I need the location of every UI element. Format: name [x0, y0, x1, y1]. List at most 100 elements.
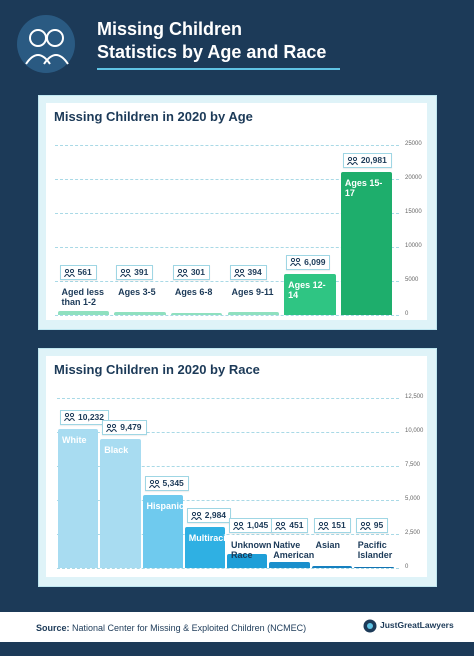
- bar: [340, 172, 393, 315]
- value-label: 5,345: [162, 478, 184, 489]
- value-label: 20,981: [360, 155, 387, 166]
- y-tick-label: 7,500: [405, 462, 421, 468]
- value-label: 561: [77, 267, 92, 277]
- value-callout: 1,045: [229, 518, 274, 533]
- category-label: Ages 12-14: [288, 279, 326, 300]
- y-tick-label: 20000: [405, 175, 422, 181]
- value-callout: 2,984: [186, 508, 232, 524]
- chart-title: Missing Children in 2020 by Race: [54, 362, 260, 377]
- category-label: White: [62, 434, 87, 445]
- value-icon: [106, 423, 118, 432]
- bar: [227, 312, 280, 315]
- value-label: 95: [373, 520, 384, 530]
- y-tick-label: 0: [405, 564, 409, 570]
- category-label: Ages 15-17: [344, 178, 383, 199]
- value-label: 151: [331, 520, 346, 530]
- logo-text: JustGreatLawyers: [380, 620, 454, 630]
- value-icon: [63, 268, 75, 277]
- value-callout: 561: [59, 265, 97, 280]
- category-label: Aged less than 1-2: [61, 287, 105, 307]
- y-tick-label: 12,500: [405, 394, 424, 400]
- source-label: Source:: [36, 623, 70, 633]
- grid-line: [55, 315, 399, 316]
- grid-line: [57, 534, 399, 535]
- value-icon: [346, 156, 358, 165]
- bar: [353, 566, 394, 568]
- y-tick-label: 2,500: [405, 530, 421, 536]
- value-callout: 451: [271, 518, 309, 533]
- y-tick-label: 5,000: [405, 496, 421, 502]
- y-tick-label: 10000: [405, 243, 422, 249]
- header-title: Statistics by Age and Race: [97, 42, 327, 62]
- value-label: 394: [247, 267, 262, 277]
- value-label: 6,099: [304, 256, 326, 267]
- value-callout: 95: [355, 518, 389, 533]
- source: Source: National Center for Missing & Ex…: [36, 623, 306, 633]
- bar: [58, 428, 99, 568]
- category-label: Multiracial: [188, 533, 234, 544]
- value-icon: [317, 521, 329, 530]
- grid-line: [57, 432, 399, 433]
- value-label: 10,232: [78, 411, 104, 422]
- value-label: 451: [289, 520, 304, 530]
- value-callout: 9,479: [102, 420, 147, 436]
- bar: [114, 312, 166, 315]
- value-icon: [120, 268, 132, 277]
- footer: [0, 612, 474, 642]
- value-callout: 20,981: [342, 153, 392, 169]
- value-callout: 5,345: [144, 476, 189, 492]
- value-icon: [64, 413, 75, 422]
- value-icon: [190, 511, 202, 520]
- y-tick-label: 5000: [405, 277, 419, 283]
- children-icon: [17, 15, 75, 73]
- grid-line: [57, 568, 399, 569]
- category-label: Ages 6-8: [174, 287, 213, 297]
- value-icon: [233, 521, 244, 530]
- category-label: Asian: [315, 540, 341, 550]
- grid-line: [55, 213, 399, 214]
- grid-line: [57, 466, 399, 467]
- bar: [311, 565, 352, 568]
- value-icon: [233, 268, 245, 277]
- category-label: Pacific Islander: [357, 540, 393, 560]
- bar: [269, 561, 310, 568]
- value-icon: [148, 479, 160, 488]
- value-label: 9,479: [120, 422, 142, 433]
- value-label: 391: [134, 267, 149, 277]
- grid-line: [57, 398, 399, 399]
- category-label: Black: [104, 445, 129, 456]
- y-tick-label: 0: [405, 311, 409, 317]
- header-rule: [97, 68, 340, 70]
- value-label: 301: [190, 267, 206, 277]
- value-callout: 394: [229, 265, 267, 280]
- bar: [170, 312, 223, 315]
- value-label: 1,045: [247, 520, 269, 530]
- bar: [142, 495, 183, 568]
- chart-title: Missing Children in 2020 by Age: [54, 109, 253, 124]
- value-icon: [275, 521, 287, 530]
- grid-line: [55, 281, 399, 282]
- value-callout: 301: [172, 265, 211, 280]
- bar: [184, 527, 225, 568]
- bar: [284, 273, 336, 315]
- header-title: Missing Children: [97, 19, 243, 39]
- value-label: 2,984: [204, 510, 227, 521]
- bar: [100, 439, 141, 568]
- y-tick-label: 25000: [405, 141, 422, 147]
- category-label: Native American: [273, 540, 315, 560]
- value-callout: 6,099: [286, 254, 331, 270]
- category-label: Ages 9-11: [231, 287, 274, 297]
- value-callout: 151: [313, 518, 351, 533]
- category-label: Ages 3-5: [118, 287, 156, 297]
- value-callout: 10,232: [60, 409, 109, 425]
- grid-line: [55, 179, 399, 180]
- logo-icon: [363, 619, 377, 633]
- value-callout: 391: [116, 265, 154, 280]
- bar: [57, 311, 110, 315]
- grid-line: [57, 500, 399, 501]
- value-icon: [176, 268, 188, 277]
- source-text: National Center for Missing & Exploited …: [72, 623, 307, 633]
- value-icon: [359, 521, 371, 530]
- grid-line: [55, 145, 399, 146]
- category-label: Unknown Race: [231, 540, 272, 560]
